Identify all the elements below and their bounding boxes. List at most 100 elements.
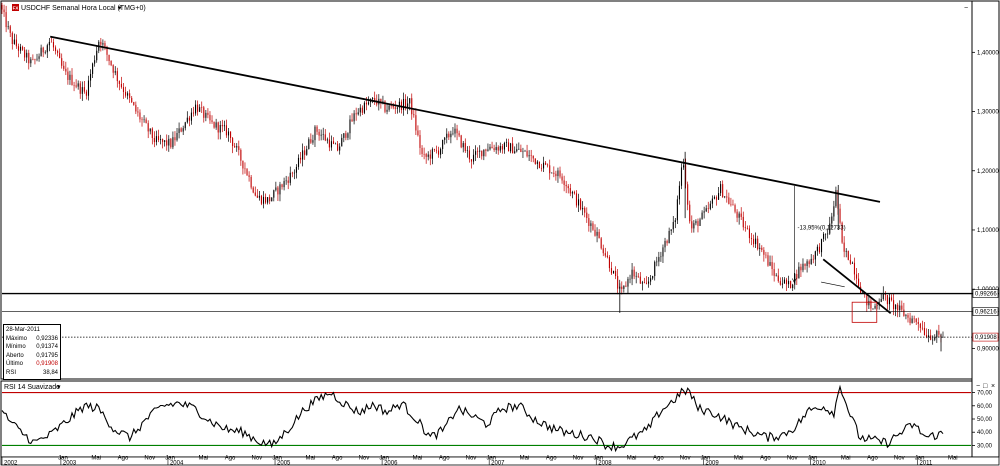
candle-body [522, 151, 524, 153]
candle-body [265, 196, 267, 203]
rsi-maximize-icon[interactable]: □ [983, 383, 988, 390]
trend-line [821, 281, 845, 288]
candle-body [639, 276, 641, 284]
candle-body [808, 261, 810, 265]
candle-body [24, 49, 26, 58]
candle-body [405, 98, 407, 108]
candle-body [170, 138, 172, 148]
candle-body [269, 197, 271, 202]
month-label: Mai [198, 456, 208, 462]
candle-body [923, 327, 926, 336]
rsi-menu-icon[interactable]: ▾ [57, 384, 61, 391]
candle-body [110, 60, 112, 66]
candle-body [806, 261, 808, 266]
candle-body [895, 304, 897, 310]
candle-body [460, 135, 462, 148]
candle-body [528, 155, 530, 157]
fib-range-box [851, 301, 878, 323]
candle-body [330, 141, 333, 148]
candle-body [345, 133, 347, 138]
candle-body [518, 148, 520, 150]
candle-body [289, 172, 291, 183]
candle-body [938, 330, 940, 335]
price-axis-label: 1,10000 [977, 228, 999, 234]
candle-body [425, 154, 427, 157]
rsi-minimize-icon[interactable]: − [976, 383, 980, 390]
month-label: Ago [653, 456, 664, 462]
candle-body [557, 170, 559, 177]
candle-body [520, 148, 522, 152]
candle-body [761, 247, 763, 250]
candle-body [351, 119, 353, 122]
candle-body [637, 275, 639, 277]
candle-body [718, 193, 720, 200]
candle-body [38, 56, 40, 59]
candle-body [182, 128, 184, 132]
month-label: Ago [439, 456, 450, 462]
chart-menu-icon[interactable]: ▾ [118, 5, 122, 12]
candle-body [921, 327, 923, 329]
candle-body [192, 112, 195, 114]
rsi-close-icon[interactable]: × [991, 383, 995, 390]
candle-body [788, 281, 790, 285]
candle-body [577, 199, 580, 206]
candle-body [392, 105, 394, 108]
time-axis-frame [0, 456, 1000, 466]
year-label: 2011 [919, 461, 933, 466]
candle-body [1, 4, 3, 10]
month-label: Jan [486, 456, 496, 462]
collapse-chart-icon[interactable]: − [964, 5, 968, 12]
candle-body [483, 149, 485, 157]
candle-body [141, 119, 143, 120]
candle-body [172, 137, 174, 148]
candle-body [73, 85, 75, 86]
candle-body [283, 181, 285, 188]
data-window-row-open: Aberto 0,91795 [6, 352, 58, 359]
price-axis-label: 1,40000 [977, 50, 999, 56]
instrument-logo-icon [12, 4, 19, 11]
month-label: Mai [520, 456, 530, 462]
candle-body [398, 101, 400, 108]
candle-body [905, 315, 907, 316]
candle-body [54, 47, 57, 52]
candle-body [246, 169, 248, 176]
candle-body [744, 227, 746, 229]
candle-body [643, 282, 645, 283]
candle-body [707, 208, 709, 209]
candle-body [489, 146, 491, 150]
candle-body [322, 134, 324, 135]
candle-body [773, 269, 775, 276]
candle-body [462, 143, 464, 148]
candle-body [295, 166, 297, 173]
candle-body [466, 150, 468, 151]
candle-body [9, 26, 11, 33]
month-label: Jan [808, 456, 818, 462]
candle-body [893, 300, 895, 310]
candle-body [3, 9, 5, 13]
candle-body [594, 229, 596, 236]
candle-body [312, 140, 314, 143]
candle-body [337, 143, 339, 151]
month-label: Nov [787, 456, 798, 462]
candle-body [720, 184, 722, 194]
candle-body [34, 59, 36, 61]
rsi-axis-label: 60,00 [977, 404, 993, 410]
candle-body [63, 65, 65, 69]
candle-body [742, 216, 744, 228]
month-label: Nov [251, 456, 262, 462]
candle-body [166, 140, 168, 146]
candle-body [223, 125, 225, 127]
month-label: Mai [91, 456, 101, 462]
candle-body [456, 128, 458, 134]
candle-body [759, 247, 761, 250]
candle-body [291, 172, 293, 174]
candle-body [262, 196, 265, 204]
drawdown-annotation: -13,95%(0,12733) [798, 225, 846, 231]
month-label: Ago [546, 456, 557, 462]
candle-body [703, 211, 705, 213]
right-scale-frame [971, 0, 1000, 458]
candle-body [699, 219, 701, 226]
candle-body [357, 112, 359, 115]
candle-body [514, 151, 516, 154]
candle-body [627, 278, 629, 287]
